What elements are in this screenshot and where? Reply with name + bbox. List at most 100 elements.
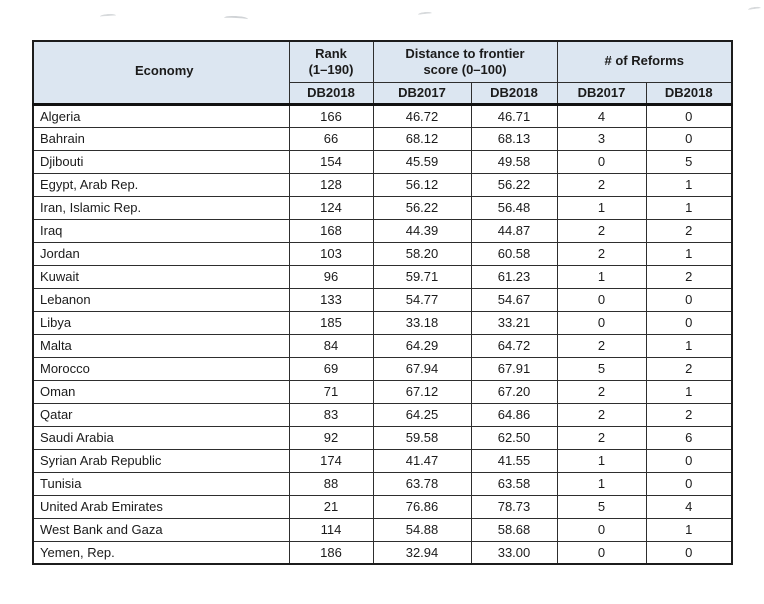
- table-row: Malta 84 64.29 64.72 2 1: [32, 333, 733, 358]
- value-cell: 154: [288, 149, 374, 174]
- value-cell: 44.87: [470, 218, 558, 243]
- economy-cell: Saudi Arabia: [32, 425, 290, 450]
- subheader-rank-db2018: DB2018: [288, 81, 374, 106]
- economy-cell: Jordan: [32, 241, 290, 266]
- value-cell: 2: [556, 333, 647, 358]
- header-group-row: Economy Rank (1–190) Distance to frontie…: [32, 40, 733, 106]
- table-row: Tunisia 88 63.78 63.58 1 0: [32, 471, 733, 496]
- value-cell: 174: [288, 448, 374, 473]
- value-cell: 1: [645, 333, 733, 358]
- value-cell: 2: [556, 402, 647, 427]
- economy-cell: West Bank and Gaza: [32, 517, 290, 542]
- value-cell: 66: [288, 126, 374, 151]
- value-cell: 64.86: [470, 402, 558, 427]
- table-row: Saudi Arabia 92 59.58 62.50 2 6: [32, 425, 733, 450]
- value-cell: 0: [556, 287, 647, 312]
- value-cell: 0: [556, 149, 647, 174]
- value-cell: 88: [288, 471, 374, 496]
- table-row: Kuwait 96 59.71 61.23 1 2: [32, 264, 733, 289]
- value-cell: 33.21: [470, 310, 558, 335]
- value-cell: 1: [645, 241, 733, 266]
- value-cell: 0: [556, 310, 647, 335]
- value-cell: 76.86: [372, 494, 472, 519]
- table-header: Economy Rank (1–190) Distance to frontie…: [32, 40, 733, 106]
- economy-cell: Oman: [32, 379, 290, 404]
- value-cell: 64.29: [372, 333, 472, 358]
- rank-group-line2: (1–190): [308, 61, 354, 77]
- value-cell: 2: [645, 264, 733, 289]
- economy-cell: Iran, Islamic Rep.: [32, 195, 290, 220]
- table-row: Iran, Islamic Rep. 124 56.22 56.48 1 1: [32, 195, 733, 220]
- value-cell: 49.58: [470, 149, 558, 174]
- subheader-reforms-db2017: DB2017: [556, 81, 647, 106]
- table-row: Oman 71 67.12 67.20 2 1: [32, 379, 733, 404]
- economies-table: Economy Rank (1–190) Distance to frontie…: [32, 40, 733, 565]
- value-cell: 67.20: [470, 379, 558, 404]
- value-cell: 60.58: [470, 241, 558, 266]
- value-cell: 58.68: [470, 517, 558, 542]
- value-cell: 58.20: [372, 241, 472, 266]
- scan-artifact: [99, 13, 117, 19]
- value-cell: 0: [556, 540, 647, 565]
- value-cell: 67.91: [470, 356, 558, 381]
- col-group-reforms: # of Reforms: [556, 40, 733, 83]
- value-cell: 0: [645, 287, 733, 312]
- value-cell: 62.50: [470, 425, 558, 450]
- value-cell: 56.22: [470, 172, 558, 197]
- value-cell: 103: [288, 241, 374, 266]
- subheader-dtf-db2018: DB2018: [470, 81, 558, 106]
- economy-cell: Tunisia: [32, 471, 290, 496]
- value-cell: 1: [556, 448, 647, 473]
- economy-cell: Syrian Arab Republic: [32, 448, 290, 473]
- value-cell: 186: [288, 540, 374, 565]
- value-cell: 67.94: [372, 356, 472, 381]
- value-cell: 92: [288, 425, 374, 450]
- value-cell: 133: [288, 287, 374, 312]
- dtf-group-line2: score (0–100): [423, 61, 507, 77]
- value-cell: 5: [645, 149, 733, 174]
- value-cell: 46.71: [470, 103, 558, 128]
- value-cell: 0: [645, 448, 733, 473]
- value-cell: 41.55: [470, 448, 558, 473]
- value-cell: 56.12: [372, 172, 472, 197]
- value-cell: 63.78: [372, 471, 472, 496]
- scan-artifact: [747, 6, 762, 12]
- value-cell: 2: [645, 218, 733, 243]
- value-cell: 33.00: [470, 540, 558, 565]
- economy-cell: Qatar: [32, 402, 290, 427]
- value-cell: 96: [288, 264, 374, 289]
- value-cell: 114: [288, 517, 374, 542]
- value-cell: 2: [556, 218, 647, 243]
- value-cell: 2: [645, 356, 733, 381]
- value-cell: 5: [556, 494, 647, 519]
- value-cell: 59.71: [372, 264, 472, 289]
- value-cell: 2: [556, 241, 647, 266]
- value-cell: 59.58: [372, 425, 472, 450]
- value-cell: 1: [645, 379, 733, 404]
- value-cell: 21: [288, 494, 374, 519]
- value-cell: 4: [645, 494, 733, 519]
- value-cell: 61.23: [470, 264, 558, 289]
- economy-cell: Kuwait: [32, 264, 290, 289]
- economy-cell: Bahrain: [32, 126, 290, 151]
- col-header-economy: Economy: [32, 40, 290, 106]
- value-cell: 1: [645, 172, 733, 197]
- table-body: Algeria 166 46.72 46.71 4 0 Bahrain 66 68.12 68.1…: [32, 103, 733, 565]
- economy-cell: Iraq: [32, 218, 290, 243]
- economy-cell: Djibouti: [32, 149, 290, 174]
- economy-cell: Algeria: [32, 103, 290, 128]
- value-cell: 1: [556, 264, 647, 289]
- economy-cell: Morocco: [32, 356, 290, 381]
- table-row: Bahrain 66 68.12 68.13 3 0: [32, 126, 733, 151]
- value-cell: 46.72: [372, 103, 472, 128]
- value-cell: 64.72: [470, 333, 558, 358]
- value-cell: 1: [645, 195, 733, 220]
- value-cell: 185: [288, 310, 374, 335]
- scan-artifact: [417, 11, 433, 17]
- economy-cell: Malta: [32, 333, 290, 358]
- economy-cell: Libya: [32, 310, 290, 335]
- value-cell: 68.12: [372, 126, 472, 151]
- value-cell: 0: [645, 103, 733, 128]
- subheader-reforms-db2018: DB2018: [645, 81, 733, 106]
